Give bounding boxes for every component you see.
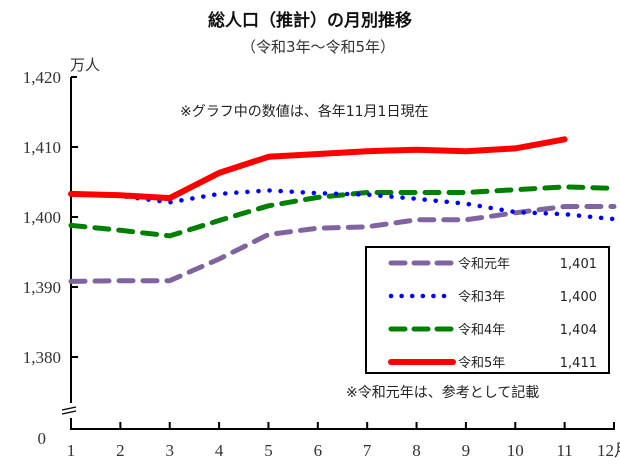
y-tick-label: 1,400 xyxy=(23,208,61,227)
y-tick-label: 1,380 xyxy=(23,348,61,367)
x-tick-label: 5 xyxy=(264,441,273,460)
y-tick-label: 1,410 xyxy=(23,138,61,157)
y-zero-label: 0 xyxy=(38,429,47,448)
y-tick-label: 1,390 xyxy=(23,278,61,297)
x-tick-label: 7 xyxy=(363,441,372,460)
x-tick-label: 2 xyxy=(116,441,125,460)
legend: 令和元年 1,401 令和3年 1,400 令和4年 1,404 令和5年 1,411 xyxy=(365,246,610,374)
x-tick-label: 8 xyxy=(412,441,421,460)
annotation-reference: ※令和元年は、参考として記載 xyxy=(346,384,539,401)
legend-label: 令和5年 xyxy=(458,356,505,371)
series-layer xyxy=(68,136,617,284)
x-tick-label: 12月 xyxy=(597,441,620,460)
legend-label: 令和4年 xyxy=(458,323,505,338)
x-tick-label: 6 xyxy=(314,441,323,460)
legend-label: 令和元年 xyxy=(458,257,510,272)
y-axis-unit: 万人 xyxy=(70,56,100,74)
legend-label: 令和3年 xyxy=(458,290,505,305)
y-tick-label: 1,420 xyxy=(23,68,61,87)
axis-break-mark xyxy=(61,406,77,415)
chart-title: 総人口（推計）の月別推移 xyxy=(208,10,412,31)
axes xyxy=(61,76,615,430)
legend-value: 1,401 xyxy=(560,257,597,272)
x-tick-label: 3 xyxy=(165,441,174,460)
x-axis-ticks: 1 2 3 4 5 6 7 8 9 10 11 12月 xyxy=(67,422,620,460)
x-tick-label: 4 xyxy=(215,441,224,460)
x-tick-label: 1 xyxy=(67,441,76,460)
chart-subtitle: （令和3年～令和5年） xyxy=(241,38,395,56)
annotation-data-date: ※グラフ中の数値は、各年11月1日現在 xyxy=(180,104,428,120)
legend-value: 1,411 xyxy=(560,356,597,371)
legend-value: 1,404 xyxy=(560,323,597,338)
legend-box xyxy=(365,246,610,374)
y-axis-ticks: 1,380 1,390 1,400 1,410 1,420 0 xyxy=(23,68,78,448)
legend-value: 1,400 xyxy=(560,290,597,305)
x-tick-label: 9 xyxy=(462,441,471,460)
x-tick-label: 11 xyxy=(556,441,572,460)
series-line-3 xyxy=(68,184,617,239)
series-line-2 xyxy=(68,188,617,222)
x-tick-label: 10 xyxy=(507,441,524,460)
series-line-4 xyxy=(68,136,568,202)
